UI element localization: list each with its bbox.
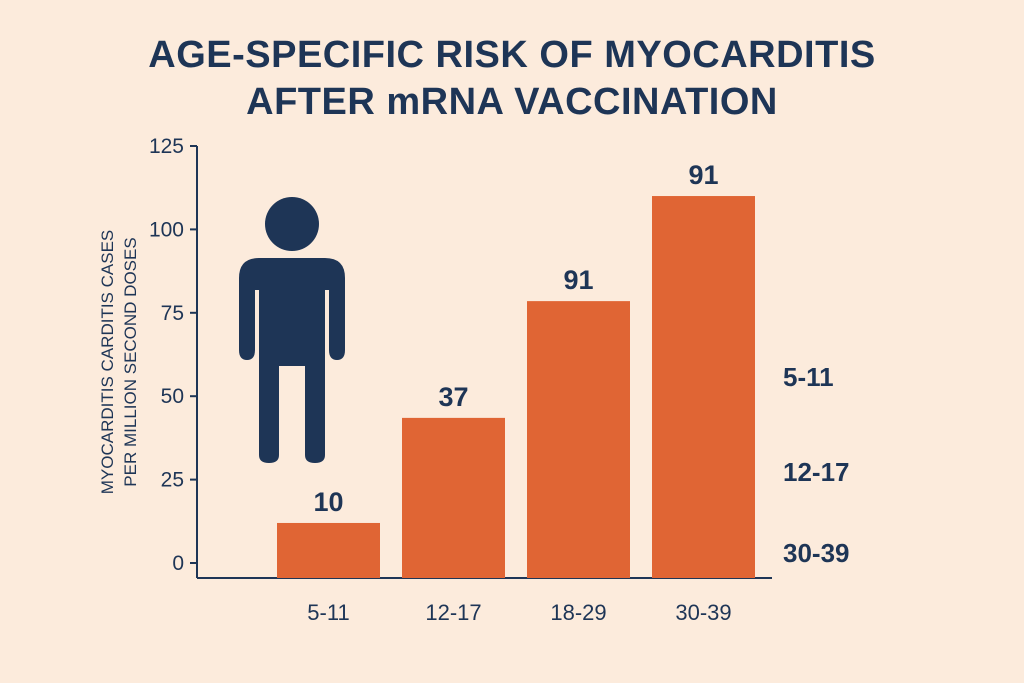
- side-label-1: 5-11: [783, 362, 834, 392]
- data-label: 91: [688, 160, 718, 190]
- data-label: 10: [313, 487, 343, 517]
- side-label-2: 12-17: [783, 457, 850, 487]
- chart-subtitle: AFTER mRNA VACCINATION: [246, 81, 778, 123]
- bar-30-39: [652, 196, 755, 579]
- bar-12-17: [402, 417, 505, 578]
- y-tick-label: 100: [149, 218, 184, 241]
- x-tick-label: 5-11: [307, 600, 349, 625]
- bars: [277, 196, 755, 579]
- y-ticks: 0 25 50 75 100 125: [149, 135, 197, 575]
- y-tick-label: 125: [149, 135, 184, 158]
- y-tick-label: 25: [161, 469, 184, 492]
- x-tick-label: 18-29: [550, 600, 606, 625]
- data-labels: 10 37 91 91: [313, 160, 718, 517]
- x-tick-label: 12-17: [425, 600, 481, 625]
- y-tick-label: 75: [161, 302, 184, 325]
- chart-title: AGE-SPECIFIC RISK OF MYOCARDITIS: [148, 34, 876, 76]
- bar-18-29: [527, 301, 630, 578]
- y-axis-label-line1: MYOCARDITIS CARDITIS CASES: [98, 230, 117, 494]
- y-tick-label: 50: [161, 385, 184, 408]
- side-label-3: 30-39: [783, 538, 850, 568]
- person-icon: [239, 197, 345, 463]
- data-label: 91: [563, 265, 593, 295]
- y-axis-label-line2: PER MILLION SECOND DOSES: [121, 237, 140, 486]
- x-tick-labels: 5-11 12-17 18-29 30-39: [307, 600, 731, 625]
- y-tick-label: 0: [172, 552, 184, 575]
- data-label: 37: [438, 382, 468, 412]
- x-tick-label: 30-39: [675, 600, 731, 625]
- bar-5-11: [277, 522, 380, 578]
